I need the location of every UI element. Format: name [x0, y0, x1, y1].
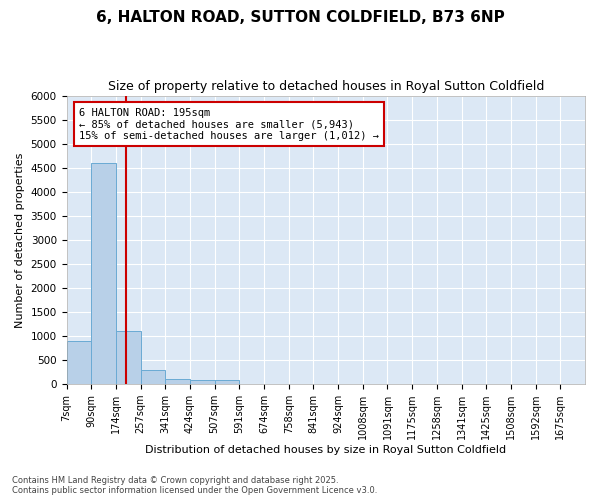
- Bar: [91, 163, 116, 384]
- Title: Size of property relative to detached houses in Royal Sutton Coldfield: Size of property relative to detached ho…: [107, 80, 544, 93]
- Bar: [165, 380, 190, 384]
- Text: Contains HM Land Registry data © Crown copyright and database right 2025.
Contai: Contains HM Land Registry data © Crown c…: [12, 476, 377, 495]
- Bar: [67, 341, 91, 384]
- Bar: [116, 332, 140, 384]
- Y-axis label: Number of detached properties: Number of detached properties: [15, 152, 25, 328]
- Text: 6, HALTON ROAD, SUTTON COLDFIELD, B73 6NP: 6, HALTON ROAD, SUTTON COLDFIELD, B73 6N…: [95, 10, 505, 25]
- Bar: [215, 380, 239, 384]
- Bar: [140, 370, 165, 384]
- X-axis label: Distribution of detached houses by size in Royal Sutton Coldfield: Distribution of detached houses by size …: [145, 445, 506, 455]
- Bar: [190, 380, 215, 384]
- Text: 6 HALTON ROAD: 195sqm
← 85% of detached houses are smaller (5,943)
15% of semi-d: 6 HALTON ROAD: 195sqm ← 85% of detached …: [79, 108, 379, 141]
